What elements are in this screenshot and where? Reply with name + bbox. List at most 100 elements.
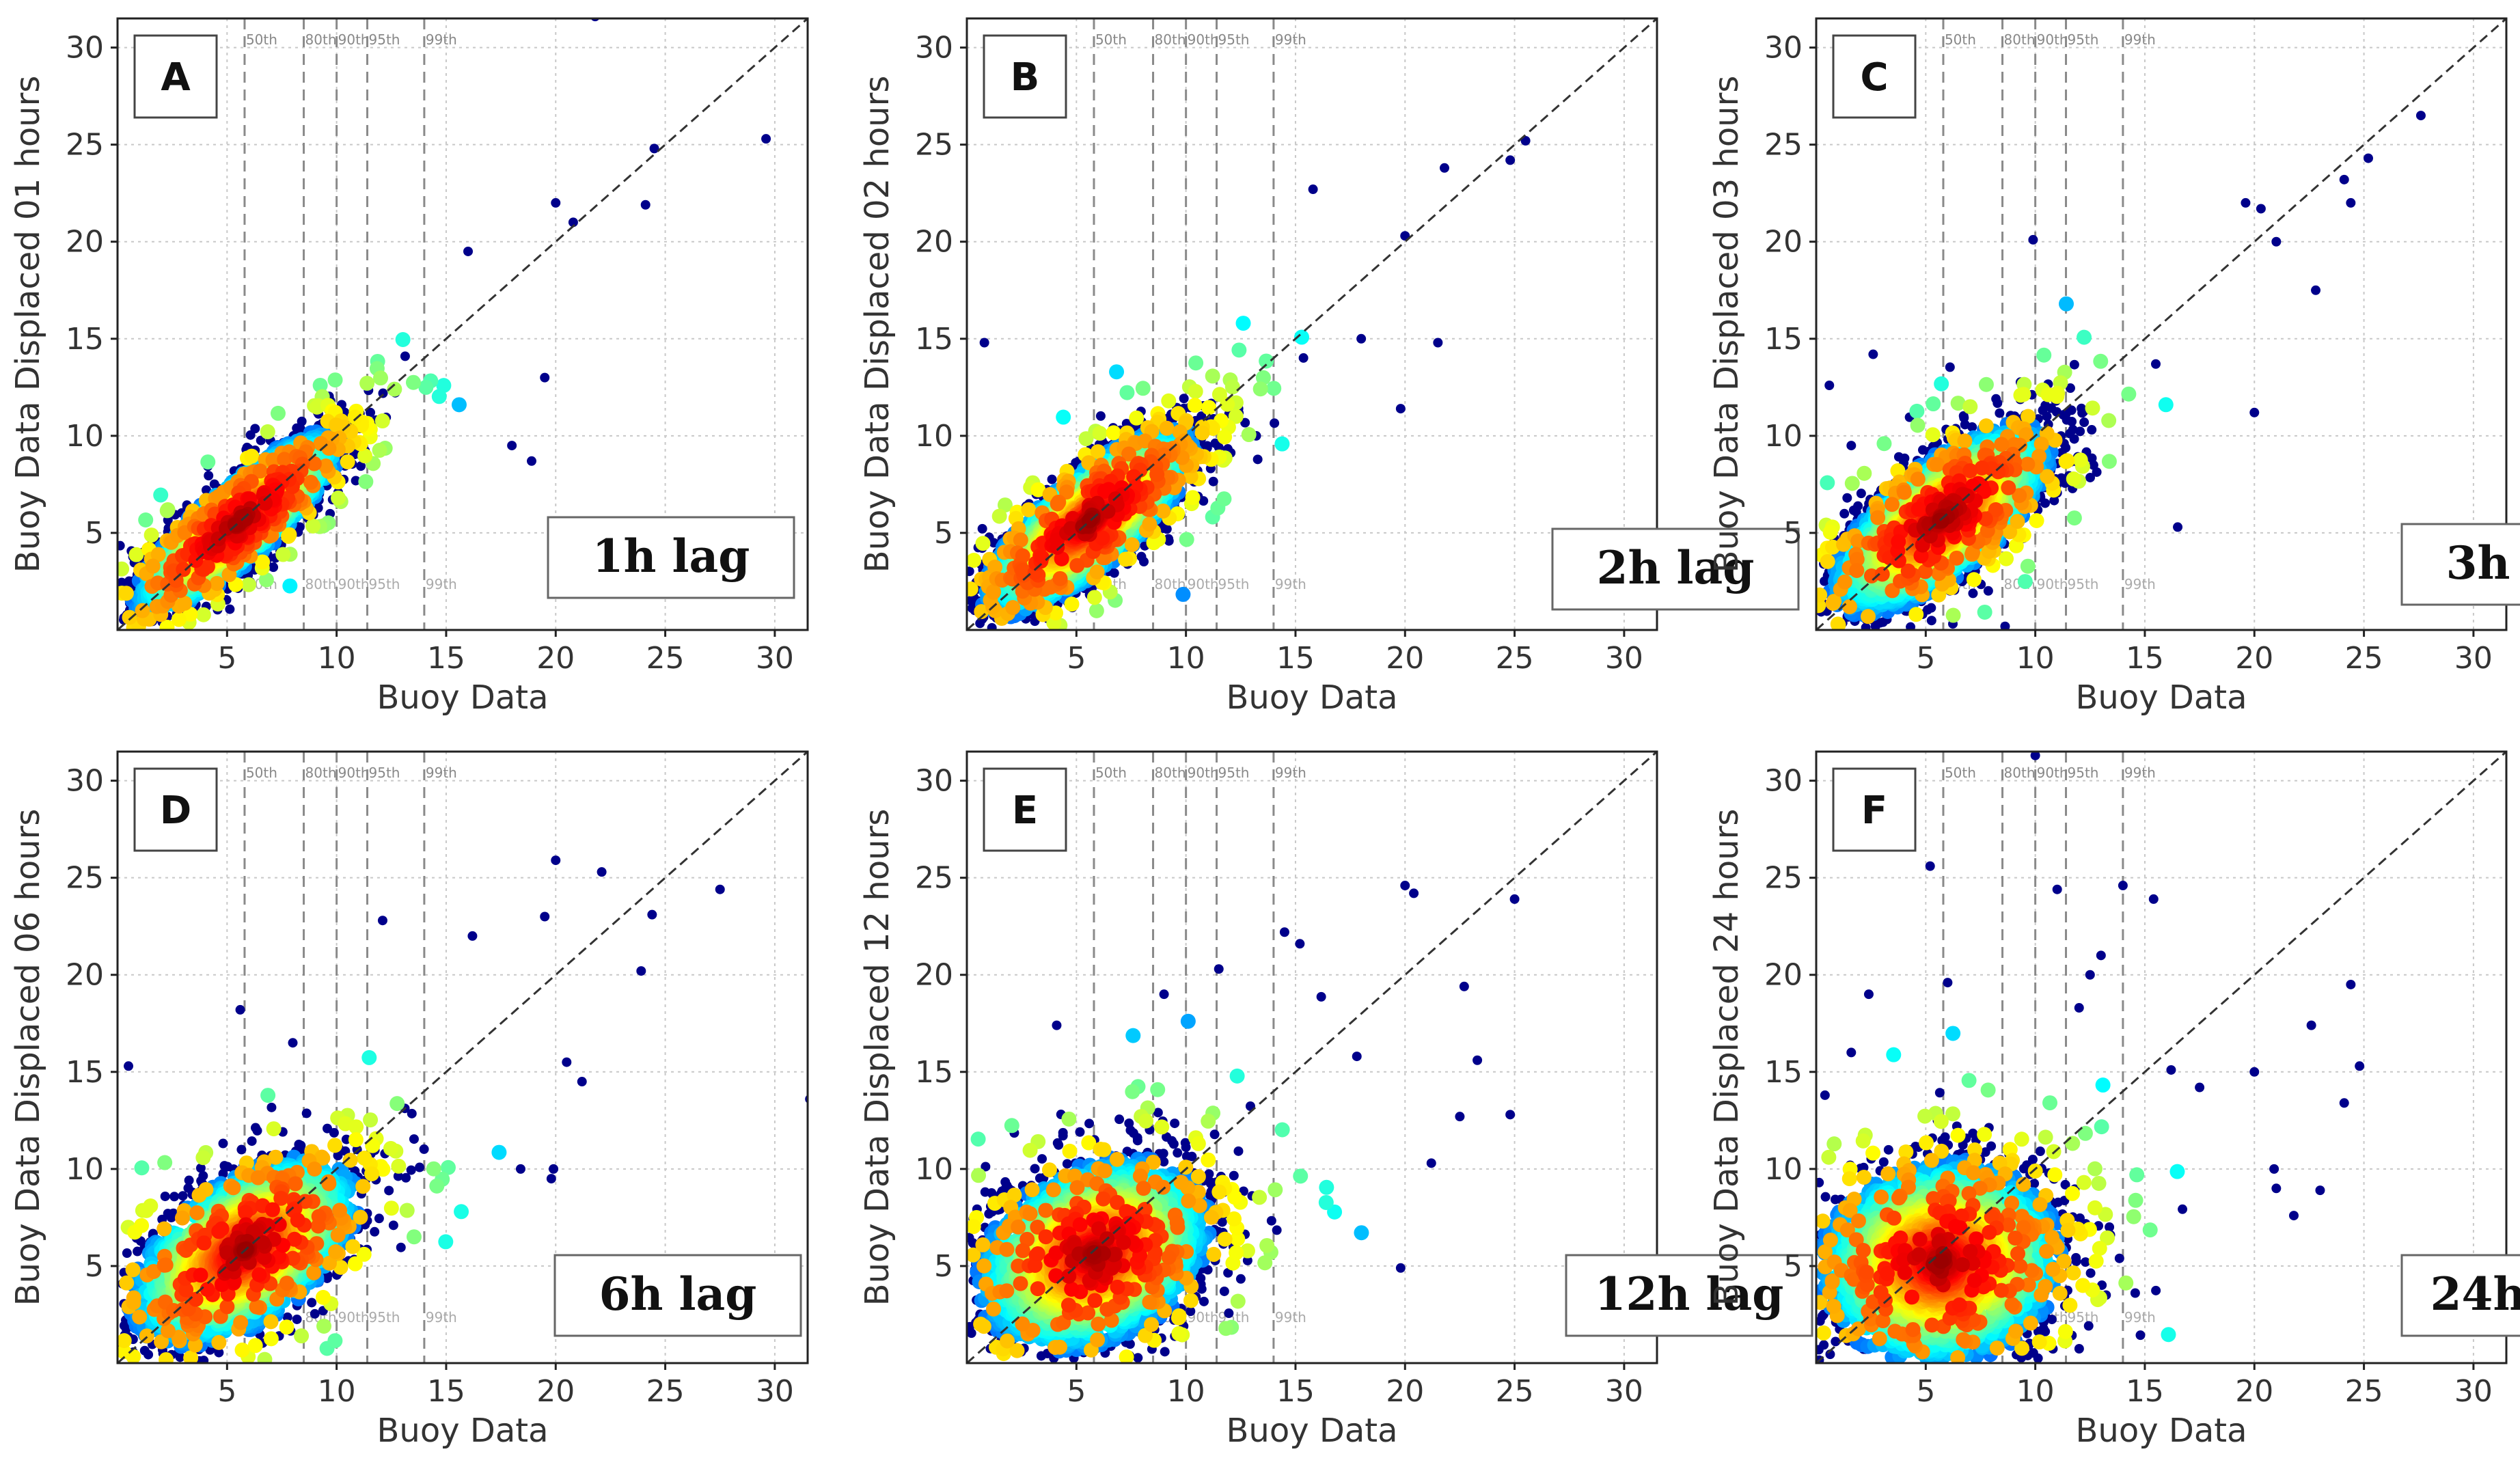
scatter-point: [400, 351, 410, 361]
x-tick-label: 30: [756, 641, 794, 676]
outlier-point: [590, 12, 600, 21]
outlier-point: [650, 143, 659, 153]
scatter-point: [1005, 600, 1020, 615]
percentile-label-top: 80th: [305, 31, 337, 48]
scatter-point: [204, 471, 213, 480]
scatter-point: [1109, 364, 1124, 379]
scatter-point: [1231, 342, 1246, 357]
percentile-label-top: 90th: [1188, 31, 1219, 48]
panel-letter: A: [161, 55, 191, 100]
y-tick-label: 15: [66, 322, 104, 357]
scatter-point: [138, 512, 153, 527]
percentile-label-bottom: 95th: [369, 576, 400, 592]
scatter-point: [1015, 548, 1030, 563]
scatter-point: [271, 406, 286, 421]
scatter-point: [987, 623, 997, 633]
scatter-point: [1069, 558, 1084, 573]
scatter-point: [1236, 316, 1251, 331]
scatter-point: [432, 389, 447, 404]
scatter-point: [144, 527, 159, 543]
scatter-panel-b: 50th50th80th80th90th90th95th95th99th99th…: [858, 10, 1798, 717]
scatter-point: [1160, 421, 1175, 436]
x-tick-label: 20: [536, 641, 575, 676]
scatter-point: [200, 454, 215, 469]
scatter-point: [992, 509, 1007, 524]
outlier-point: [527, 456, 536, 466]
percentile-label-bottom: 90th: [338, 576, 370, 592]
scatter-point: [1149, 467, 1164, 482]
scatter-point: [1136, 381, 1151, 396]
outlier-point: [540, 373, 549, 383]
scatter-point: [225, 605, 234, 614]
scatter-point: [331, 491, 346, 506]
scatter-point: [978, 524, 987, 534]
scatter-point: [275, 547, 290, 562]
percentile-label-top: 95th: [369, 31, 400, 48]
scatter-point: [358, 474, 373, 489]
scatter-point: [241, 577, 256, 592]
scatter-point: [329, 417, 344, 433]
scatter-point: [1186, 490, 1201, 505]
scatter-point: [1155, 504, 1170, 519]
scatter-point: [1093, 426, 1108, 441]
scatter-point: [1188, 398, 1203, 413]
scatter-point: [1125, 537, 1140, 552]
y-tick-label: 5: [85, 516, 104, 551]
x-tick-label: 5: [217, 641, 236, 676]
outlier-point: [761, 134, 771, 143]
scatter-point: [1299, 353, 1309, 363]
scatter-point: [1021, 502, 1036, 517]
scatter-point: [1225, 379, 1240, 394]
scatter-point: [1195, 426, 1210, 441]
scatter-point: [244, 449, 259, 464]
y-tick-label: 25: [66, 128, 104, 163]
scatter-point: [1216, 491, 1231, 506]
scatter-point: [246, 430, 256, 440]
scatter-point: [1096, 411, 1106, 421]
scatter-point: [196, 607, 211, 622]
scatter-point: [1078, 431, 1093, 446]
outlier-point: [463, 247, 473, 256]
percentile-label-bottom: 99th: [426, 576, 457, 592]
scatter-point: [305, 519, 320, 534]
scatter-point: [1087, 590, 1102, 605]
x-tick-label: 15: [427, 641, 465, 676]
outlier-point: [641, 200, 650, 210]
scatter-point: [210, 576, 225, 591]
scatter-point: [1089, 603, 1104, 618]
scatter-point: [1253, 454, 1263, 464]
scatter-point: [1050, 496, 1065, 511]
scatter-point: [1253, 381, 1268, 396]
percentile-label-bottom: 95th: [1218, 576, 1250, 592]
scatter-point: [1205, 368, 1220, 383]
scatter-point: [1188, 355, 1203, 370]
scatter-point: [1188, 384, 1203, 399]
scatter-point: [153, 487, 168, 502]
scatter-point: [1270, 418, 1279, 428]
percentile-label-bottom: 80th: [305, 576, 337, 592]
percentile-label-top: 50th: [246, 31, 277, 48]
outlier-point: [507, 441, 517, 450]
scatter-point: [146, 559, 161, 574]
scatter-point: [1209, 477, 1218, 486]
scatter-point: [375, 413, 390, 428]
percentile-label-bottom: 90th: [1188, 576, 1219, 592]
percentile-label-top: 99th: [426, 31, 457, 48]
percentile-label-top: 95th: [1218, 31, 1250, 48]
scatter-point: [966, 553, 981, 568]
scatter-point: [1161, 394, 1176, 409]
scatter-point: [114, 562, 129, 577]
scatter-point: [406, 375, 421, 390]
scatter-point: [1175, 587, 1190, 602]
y-tick-label: 30: [66, 31, 104, 66]
scatter-point: [1179, 394, 1189, 403]
x-tick-label: 10: [318, 641, 356, 676]
scatter-point: [303, 475, 318, 490]
scatter-point: [1056, 410, 1071, 425]
percentile-label-top: 50th: [1095, 31, 1127, 48]
scatter-point: [1118, 552, 1133, 567]
y-tick-label: 20: [66, 225, 104, 260]
x-axis-label: Buoy Data: [377, 678, 549, 717]
